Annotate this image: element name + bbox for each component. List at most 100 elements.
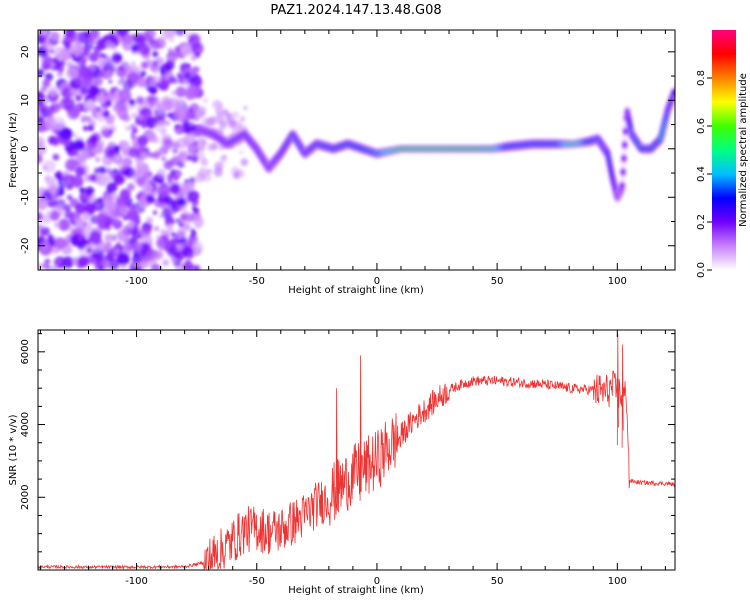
y-tick-label: 10: [20, 94, 31, 107]
noise-speckle: [191, 205, 197, 211]
noise-speckle: [116, 66, 128, 78]
noise-speckle: [177, 230, 185, 238]
noise-speckle: [108, 79, 113, 84]
noise-speckle: [168, 75, 177, 84]
noise-speckle: [114, 219, 120, 225]
noise-speckle: [42, 55, 53, 66]
noise-speckle: [189, 131, 198, 140]
noise-speckle: [232, 172, 240, 180]
noise-speckle: [53, 137, 61, 145]
noise-speckle: [89, 173, 97, 182]
colorbar-gradient: [712, 30, 736, 270]
noise-speckle: [140, 61, 149, 70]
noise-speckle: [93, 167, 101, 175]
noise-speckle: [211, 116, 216, 121]
noise-speckle: [190, 54, 197, 61]
noise-speckle: [157, 183, 171, 197]
noise-speckle: [185, 258, 191, 265]
noise-speckle: [38, 116, 45, 124]
noise-speckle: [176, 246, 182, 253]
noise-speckle: [38, 229, 47, 238]
noise-speckle: [64, 204, 70, 210]
noise-speckle: [71, 175, 84, 188]
noise-speckle: [45, 118, 57, 130]
noise-speckle: [41, 30, 47, 36]
noise-speckle: [105, 99, 113, 107]
noise-speckle: [38, 198, 43, 203]
noise-speckle: [145, 248, 158, 261]
noise-speckle: [49, 210, 60, 221]
noise-speckle: [96, 140, 105, 148]
y-tick-label: 4000: [20, 412, 31, 437]
noise-speckle: [76, 240, 87, 250]
noise-speckle: [135, 158, 144, 167]
noise-speckle: [77, 255, 90, 268]
noise-speckle: [113, 248, 120, 255]
noise-speckle: [138, 114, 144, 121]
noise-speckle: [133, 262, 139, 268]
noise-speckle: [120, 140, 130, 150]
noise-speckle: [123, 166, 135, 178]
noise-speckle: [38, 136, 44, 147]
noise-speckle: [106, 182, 118, 194]
noise-speckle: [164, 60, 175, 71]
noise-speckle: [128, 99, 136, 106]
noise-speckle: [148, 152, 155, 158]
noise-speckle: [86, 99, 95, 108]
noise-speckle: [54, 170, 64, 180]
noise-speckle: [187, 85, 201, 99]
noise-speckle: [99, 52, 105, 59]
colorbar-tick-label: 0.0: [696, 262, 707, 278]
noise-speckle: [44, 258, 51, 264]
noise-speckle: [47, 85, 59, 97]
noise-speckle: [66, 106, 80, 120]
noise-speckle: [160, 96, 173, 109]
noise-speckle: [69, 235, 79, 245]
noise-speckle: [104, 241, 113, 250]
noise-speckle: [219, 155, 227, 164]
noise-speckle: [196, 151, 205, 160]
noise-speckle: [146, 235, 153, 242]
noise-speckle: [44, 106, 54, 117]
noise-speckle: [182, 222, 191, 232]
y-tick-label: 0: [20, 146, 31, 152]
noise-speckle: [96, 174, 108, 187]
noise-speckle: [65, 66, 79, 80]
noise-speckle: [111, 192, 118, 199]
noise-speckle: [174, 111, 186, 123]
x-tick-label: 0: [374, 576, 380, 587]
noise-speckle: [132, 266, 140, 270]
noise-speckle: [198, 145, 205, 152]
noise-speckle: [87, 196, 94, 203]
noise-speckle: [95, 157, 101, 163]
noise-speckle: [67, 100, 74, 107]
noise-speckle: [48, 238, 57, 247]
noise-speckle: [104, 233, 113, 243]
noise-speckle: [190, 228, 196, 234]
noise-speckle: [131, 112, 138, 119]
noise-speckle: [141, 200, 149, 207]
spectrogram-ylabel: Frequency (Hz): [8, 112, 19, 188]
noise-speckle: [136, 219, 141, 225]
noise-speckle: [215, 108, 224, 116]
noise-speckle: [70, 89, 77, 96]
noise-speckle: [186, 155, 192, 161]
noise-speckle: [203, 98, 208, 103]
spectrogram-xlabel: Height of straight line (km): [288, 285, 424, 296]
noise-speckle: [75, 95, 82, 102]
noise-speckle: [152, 100, 163, 112]
noise-speckle: [89, 134, 99, 144]
snr-panel: -100 -50 0 50 100 2000 4000 6000 Height of stra…: [8, 329, 676, 596]
noise-speckle: [164, 196, 174, 205]
noise-speckle: [72, 257, 77, 262]
noise-speckle: [87, 124, 95, 132]
noise-speckle: [85, 247, 93, 254]
noise-speckle: [231, 111, 240, 120]
noise-speckle: [190, 41, 204, 55]
noise-speckle: [56, 70, 64, 78]
noise-speckle: [160, 132, 168, 139]
noise-speckle: [200, 158, 209, 166]
noise-speckle: [82, 125, 89, 132]
noise-speckle: [154, 226, 160, 232]
